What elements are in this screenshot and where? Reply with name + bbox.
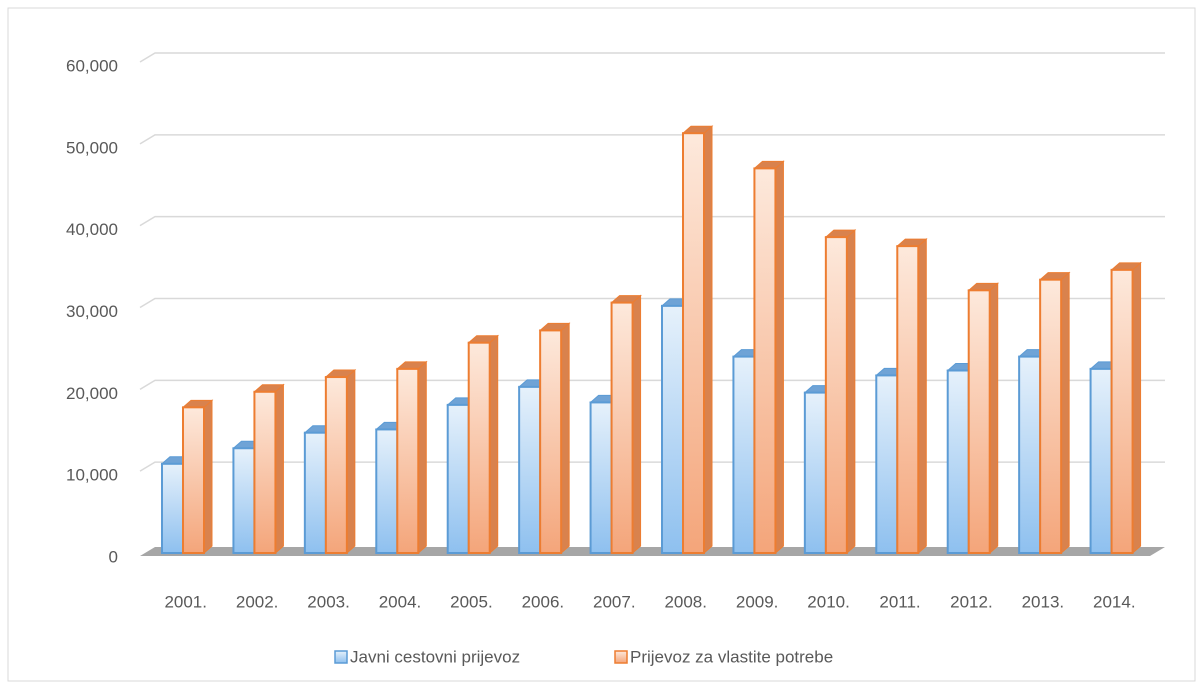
x-tick-label: 2004.	[379, 592, 422, 611]
x-tick-label: 2003.	[307, 592, 350, 611]
x-tick-label: 2011.	[879, 592, 920, 611]
legend-label: Javni cestovni prijevoz	[350, 647, 520, 666]
y-tick-label: 0	[109, 547, 118, 566]
legend-swatch	[614, 650, 628, 664]
x-tick-label: 2001.	[164, 592, 207, 611]
y-tick-label: 40,000	[66, 220, 118, 239]
bar	[324, 368, 357, 555]
x-tick-label: 2008.	[664, 592, 707, 611]
bar	[1110, 261, 1142, 555]
bar	[395, 360, 428, 555]
y-tick-label: 60,000	[66, 56, 118, 75]
chart-frame	[7, 7, 1196, 682]
bar	[1038, 271, 1071, 555]
bar	[895, 238, 928, 555]
x-tick-label: 2014.	[1093, 592, 1136, 611]
bar	[253, 383, 285, 555]
y-tick-label: 30,000	[66, 302, 118, 321]
y-tick-label: 50,000	[66, 138, 118, 157]
x-tick-label: 2013.	[1022, 592, 1065, 611]
bar	[181, 399, 214, 555]
grid-line	[139, 134, 1165, 145]
bar	[753, 160, 785, 555]
x-tick-label: 2006.	[522, 592, 565, 611]
bar	[610, 294, 642, 555]
bar	[967, 282, 1000, 555]
x-tick-label: 2005.	[450, 592, 493, 611]
floor	[140, 547, 1165, 556]
x-tick-label: 2010.	[807, 592, 850, 611]
bar	[538, 322, 571, 555]
x-tick-label: 2007.	[593, 592, 636, 611]
bar	[467, 334, 500, 555]
bar	[681, 125, 714, 555]
x-tick-label: 2012.	[950, 592, 993, 611]
y-tick-label: 10,000	[66, 466, 118, 485]
x-tick-label: 2002.	[236, 592, 279, 611]
grid-line	[139, 215, 1165, 227]
legend-swatch	[334, 650, 348, 664]
x-tick-label: 2009.	[736, 592, 779, 611]
grid-line	[139, 52, 1165, 63]
bar	[824, 229, 857, 555]
legend-label: Prijevoz za vlastite potrebe	[630, 647, 833, 666]
y-tick-label: 20,000	[66, 384, 118, 403]
